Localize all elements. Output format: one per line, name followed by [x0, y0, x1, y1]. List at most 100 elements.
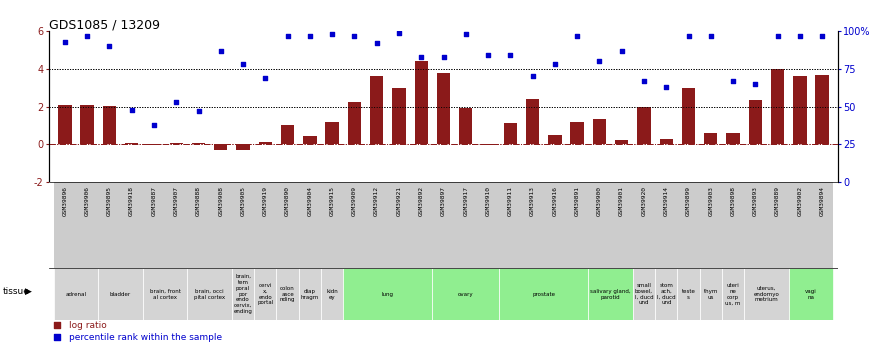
Text: brain, occi
pital cortex: brain, occi pital cortex — [194, 289, 225, 299]
Bar — [477, 182, 499, 268]
Text: stom
ach,
I, ducd
und: stom ach, I, ducd und — [657, 283, 676, 305]
Bar — [745, 182, 766, 268]
Text: GSM39897: GSM39897 — [441, 186, 446, 216]
Bar — [254, 268, 277, 320]
Point — [592, 58, 607, 64]
Bar — [589, 182, 610, 268]
Text: GSM39917: GSM39917 — [463, 186, 469, 216]
Text: GSM39894: GSM39894 — [820, 186, 824, 216]
Point — [481, 52, 495, 58]
Text: GSM39890: GSM39890 — [285, 186, 290, 216]
Point — [325, 31, 340, 37]
Text: GSM39888: GSM39888 — [196, 186, 201, 216]
Point — [637, 78, 651, 83]
Bar — [633, 268, 655, 320]
Point — [681, 33, 695, 38]
Bar — [298, 268, 321, 320]
Text: cervi
x,
endo
portal: cervi x, endo portal — [257, 283, 273, 305]
Bar — [526, 99, 539, 144]
Point — [236, 61, 250, 67]
Bar — [366, 182, 388, 268]
Point — [392, 30, 406, 35]
Text: GSM39891: GSM39891 — [574, 186, 580, 216]
Text: GSM39896: GSM39896 — [63, 186, 67, 216]
Bar — [321, 268, 343, 320]
Bar — [745, 268, 788, 320]
Point — [102, 43, 116, 49]
Text: vagi
na: vagi na — [806, 289, 817, 299]
Text: lung: lung — [382, 292, 394, 297]
Bar — [566, 182, 589, 268]
Point — [280, 33, 295, 38]
Text: GSM39901: GSM39901 — [619, 186, 625, 216]
Bar — [298, 182, 321, 268]
Text: GSM39907: GSM39907 — [174, 186, 178, 216]
Bar — [125, 143, 138, 144]
Text: percentile rank within the sample: percentile rank within the sample — [69, 333, 222, 342]
Bar — [815, 76, 829, 144]
Text: GSM39912: GSM39912 — [375, 186, 379, 216]
Bar — [481, 144, 495, 145]
Bar — [187, 268, 232, 320]
Bar — [610, 182, 633, 268]
Text: GSM39889: GSM39889 — [775, 186, 780, 216]
Bar — [232, 268, 254, 320]
Bar — [142, 268, 187, 320]
Bar — [103, 106, 116, 144]
Bar — [589, 268, 633, 320]
Bar — [659, 139, 673, 144]
Point — [57, 39, 72, 45]
Point — [570, 33, 584, 38]
Bar — [548, 135, 562, 144]
Bar — [303, 136, 316, 144]
Text: bladder: bladder — [110, 292, 131, 297]
Bar — [237, 144, 250, 149]
Bar — [415, 61, 428, 144]
Bar — [370, 76, 383, 144]
Text: GSM39906: GSM39906 — [84, 186, 90, 216]
Bar — [410, 182, 433, 268]
Bar — [392, 88, 406, 144]
Bar — [637, 107, 650, 144]
Text: GSM39910: GSM39910 — [486, 186, 491, 216]
Point — [771, 33, 785, 38]
Point — [147, 122, 161, 127]
Text: GSM39904: GSM39904 — [307, 186, 313, 216]
Text: diap
hragm: diap hragm — [301, 289, 319, 299]
Bar — [254, 182, 277, 268]
Text: GSM39887: GSM39887 — [151, 186, 157, 216]
Bar — [325, 121, 339, 144]
Point — [748, 81, 762, 87]
Point — [169, 99, 184, 105]
Bar — [99, 268, 142, 320]
Bar — [677, 268, 700, 320]
Bar — [499, 268, 589, 320]
Bar — [544, 182, 566, 268]
Point — [192, 108, 206, 114]
Text: GSM39913: GSM39913 — [530, 186, 535, 216]
Text: GSM39909: GSM39909 — [352, 186, 357, 216]
Bar — [321, 182, 343, 268]
Bar — [58, 105, 72, 144]
Bar — [727, 133, 740, 144]
Bar — [655, 268, 677, 320]
Point — [125, 107, 139, 112]
Bar — [722, 182, 745, 268]
Bar — [437, 72, 450, 144]
Bar — [187, 182, 210, 268]
Point — [659, 84, 674, 90]
Text: GSM39898: GSM39898 — [730, 186, 736, 216]
Bar — [348, 102, 361, 144]
Bar — [504, 124, 517, 144]
Bar — [169, 143, 183, 144]
Point — [547, 61, 562, 67]
Point — [703, 33, 718, 38]
Bar — [454, 182, 477, 268]
Text: brain,
tem
poral
por
endo
cervix,
ending: brain, tem poral por endo cervix, ending — [234, 274, 253, 314]
Text: GDS1085 / 13209: GDS1085 / 13209 — [49, 18, 160, 31]
Text: ovary: ovary — [458, 292, 474, 297]
Bar — [165, 182, 187, 268]
Bar — [210, 182, 232, 268]
Text: GSM39902: GSM39902 — [797, 186, 803, 216]
Point — [615, 48, 629, 53]
